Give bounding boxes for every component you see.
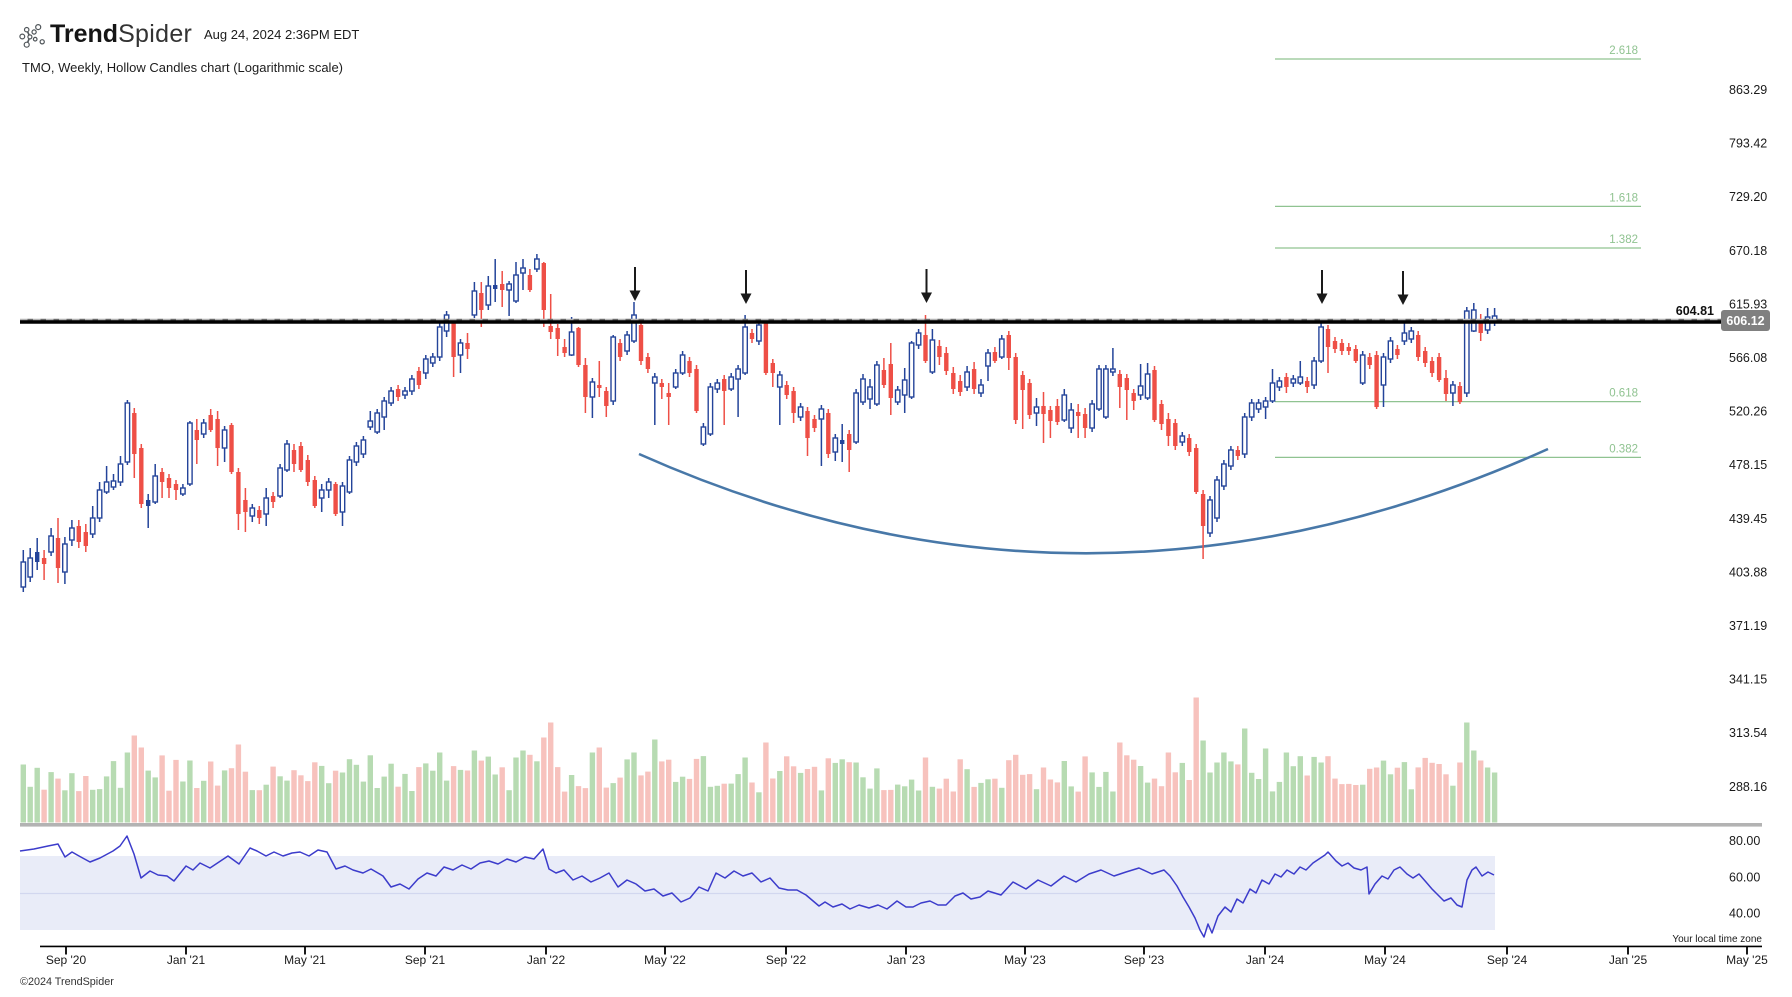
svg-text:566.08: 566.08: [1729, 351, 1767, 365]
svg-text:403.88: 403.88: [1729, 565, 1767, 579]
svg-text:Jan '21: Jan '21: [167, 953, 206, 967]
svg-text:May '22: May '22: [644, 953, 686, 967]
svg-text:341.15: 341.15: [1729, 673, 1767, 687]
svg-text:604.81: 604.81: [1676, 304, 1714, 318]
svg-text:Sep '21: Sep '21: [405, 953, 446, 967]
svg-text:313.54: 313.54: [1729, 726, 1767, 740]
svg-text:729.20: 729.20: [1729, 190, 1767, 204]
svg-text:Jan '24: Jan '24: [1246, 953, 1285, 967]
svg-text:670.18: 670.18: [1729, 244, 1767, 258]
svg-text:40.00: 40.00: [1729, 907, 1760, 921]
svg-text:Sep '20: Sep '20: [46, 953, 87, 967]
svg-text:0.382: 0.382: [1609, 443, 1638, 455]
svg-text:478.15: 478.15: [1729, 458, 1767, 472]
svg-text:Aug 24, 2024 2:36PM EDT: Aug 24, 2024 2:36PM EDT: [204, 27, 359, 42]
svg-text:793.42: 793.42: [1729, 137, 1767, 151]
svg-text:439.45: 439.45: [1729, 512, 1767, 526]
svg-text:371.19: 371.19: [1729, 619, 1767, 633]
svg-text:1.618: 1.618: [1609, 192, 1638, 204]
svg-text:0.618: 0.618: [1609, 388, 1638, 400]
svg-text:520.26: 520.26: [1729, 405, 1767, 419]
svg-text:May '23: May '23: [1004, 953, 1046, 967]
svg-text:80.00: 80.00: [1729, 834, 1760, 848]
svg-text:©2024 TrendSpider: ©2024 TrendSpider: [20, 976, 114, 988]
svg-text:2.618: 2.618: [1609, 45, 1638, 57]
svg-text:Jan '25: Jan '25: [1609, 953, 1648, 967]
svg-text:Sep '22: Sep '22: [766, 953, 807, 967]
svg-text:606.12: 606.12: [1726, 314, 1764, 328]
svg-text:Jan '22: Jan '22: [527, 953, 566, 967]
svg-text:May '24: May '24: [1364, 953, 1406, 967]
svg-text:May '21: May '21: [284, 953, 326, 967]
svg-text:Jan '23: Jan '23: [887, 953, 926, 967]
svg-text:863.29: 863.29: [1729, 83, 1767, 97]
svg-text:TrendSpider: TrendSpider: [50, 20, 192, 48]
svg-text:Sep '24: Sep '24: [1487, 953, 1528, 967]
svg-text:288.16: 288.16: [1729, 780, 1767, 794]
svg-text:Sep '23: Sep '23: [1124, 953, 1165, 967]
svg-text:615.93: 615.93: [1729, 297, 1767, 311]
svg-text:May '25: May '25: [1726, 953, 1768, 967]
svg-text:1.382: 1.382: [1609, 234, 1638, 246]
svg-text:Your local time zone: Your local time zone: [1672, 934, 1762, 945]
svg-text:60.00: 60.00: [1729, 870, 1760, 884]
svg-text:TMO, Weekly, Hollow Candles ch: TMO, Weekly, Hollow Candles chart (Logar…: [22, 60, 343, 75]
